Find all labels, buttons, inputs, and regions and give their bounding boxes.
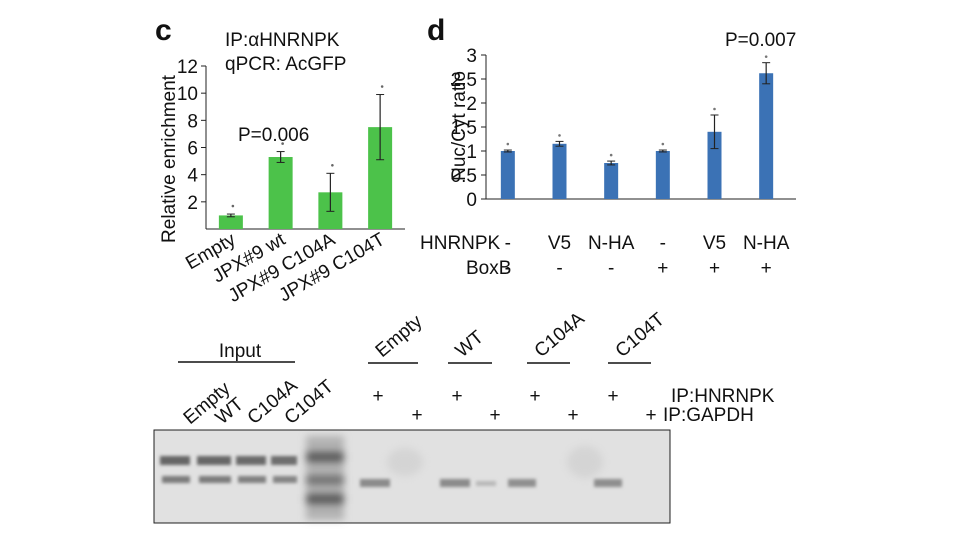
category-row-value-d: V5 — [703, 233, 726, 254]
bar-d — [604, 163, 619, 199]
ladder-band-2 — [306, 476, 344, 484]
ip-bands — [360, 479, 622, 487]
category-row-value-d: N-HA — [743, 233, 790, 254]
blob-1 — [387, 448, 423, 476]
band-input-wt-lower — [199, 476, 231, 483]
category-row-value-d: - — [556, 258, 562, 279]
category-row-value-d: + — [709, 258, 720, 279]
y-tick-label-d: 2.5 — [451, 70, 477, 91]
panel-c-annotation-2: qPCR: AcGFP — [225, 54, 346, 75]
y-tick-label-c: 12 — [177, 57, 198, 78]
panel-c-y-axis-label: Relative enrichment — [159, 74, 180, 243]
ip-group-label: Empty — [372, 311, 427, 362]
category-row-value-d: N-HA — [588, 233, 635, 254]
y-tick-label-d: 0.5 — [451, 166, 477, 187]
data-point-c — [380, 85, 384, 88]
panel-d-row-label-hnrnpk: HNRNPK — [420, 233, 501, 254]
ip-plus-mark: + — [567, 405, 578, 426]
y-tick-label-c: 6 — [187, 139, 198, 160]
panel-c-pvalue: P=0.006 — [238, 125, 309, 146]
ip-plus-mark: + — [645, 405, 656, 426]
panel-d-y-axis-label: Nuc/Cyt ratio — [449, 71, 470, 181]
bar-c — [218, 215, 243, 229]
bar-d — [655, 151, 670, 199]
data-point-c — [231, 204, 235, 208]
band-ip-wt-gapdh — [476, 481, 496, 486]
category-row-value-d: - — [660, 233, 666, 254]
band-ip-c104t-hnrnpk — [594, 479, 622, 487]
panel-d-pvalue: P=0.007 — [725, 30, 796, 51]
band-input-c104a-upper — [236, 456, 266, 465]
category-row-value-d: V5 — [548, 233, 571, 254]
y-tick-label-c: 4 — [187, 166, 198, 187]
category-row-value-d: - — [505, 258, 511, 279]
ladder-band-1 — [306, 452, 344, 462]
western-blot — [153, 429, 671, 524]
band-ip-c104a-hnrnpk — [508, 479, 536, 487]
ip-plus-mark: + — [451, 386, 462, 407]
ip-plus-mark: + — [411, 405, 422, 426]
bar-d — [552, 143, 567, 199]
ip-group-label: C104A — [531, 308, 589, 362]
band-input-empty-lower — [162, 476, 190, 483]
ip-row-label-gapdh: IP:GAPDH — [663, 405, 754, 426]
data-point-c — [331, 164, 334, 167]
category-row-value-d: - — [505, 233, 511, 254]
y-tick-label-d: 1 — [466, 142, 477, 163]
ip-group-label: C104T — [612, 309, 669, 362]
band-input-wt-upper — [197, 456, 231, 465]
ip-plus-mark: + — [372, 386, 383, 407]
panel-d-bar-chart: 0 0.5 1 1.5 2 2.5 3 - - V5 - N-HA - - + V5 + N-HA + — [451, 46, 796, 279]
panel-c-label: c — [155, 14, 172, 47]
panel-c-annotation-1: IP:αHNRNPK — [225, 30, 340, 51]
y-tick-label-d: 2 — [466, 94, 477, 115]
data-point-d — [764, 55, 768, 58]
y-tick-label-c: 8 — [187, 111, 198, 132]
category-row-value-d: + — [657, 258, 668, 279]
category-row-value-d: + — [761, 258, 772, 279]
marker-ladder — [306, 436, 344, 520]
band-input-c104a-lower — [238, 476, 266, 483]
band-input-c104t-upper — [271, 456, 297, 465]
y-tick-label-d: 1.5 — [451, 118, 477, 139]
y-tick-label-d: 3 — [466, 46, 477, 67]
ip-plus-mark: + — [607, 386, 618, 407]
panel-d-label: d — [427, 14, 445, 47]
data-point-d — [609, 153, 613, 157]
data-point-d — [558, 134, 561, 137]
data-point-d — [713, 107, 716, 111]
band-ip-wt-hnrnpk — [440, 479, 470, 487]
bar-d — [500, 151, 515, 199]
category-row-value-d: - — [608, 258, 614, 279]
ip-row-label-hnrnpk: IP:HNRNPK — [671, 386, 775, 407]
blot-input-label: Input — [219, 341, 262, 362]
ladder-band-3 — [306, 494, 344, 504]
data-point-d — [506, 142, 510, 146]
input-lower-bands — [162, 476, 297, 483]
ip-group-label: WT — [452, 327, 488, 362]
y-tick-label-d: 0 — [466, 190, 477, 211]
ip-plus-mark: + — [489, 405, 500, 426]
data-point-c — [281, 142, 284, 145]
bar-d — [759, 73, 774, 199]
band-ip-empty-hnrnpk — [360, 479, 390, 487]
blot-blobs — [387, 446, 603, 478]
ip-plus-mark: + — [529, 386, 540, 407]
y-tick-label-c: 2 — [187, 193, 198, 214]
blob-2 — [567, 446, 603, 478]
input-upper-bands — [160, 456, 297, 465]
y-tick-label-c: 10 — [177, 84, 198, 105]
panel-d-row-label-boxb: BoxB — [466, 258, 511, 279]
band-input-c104t-lower — [273, 476, 297, 483]
band-input-empty-upper — [160, 456, 190, 465]
bar-c — [268, 157, 293, 229]
data-point-d — [661, 142, 665, 146]
